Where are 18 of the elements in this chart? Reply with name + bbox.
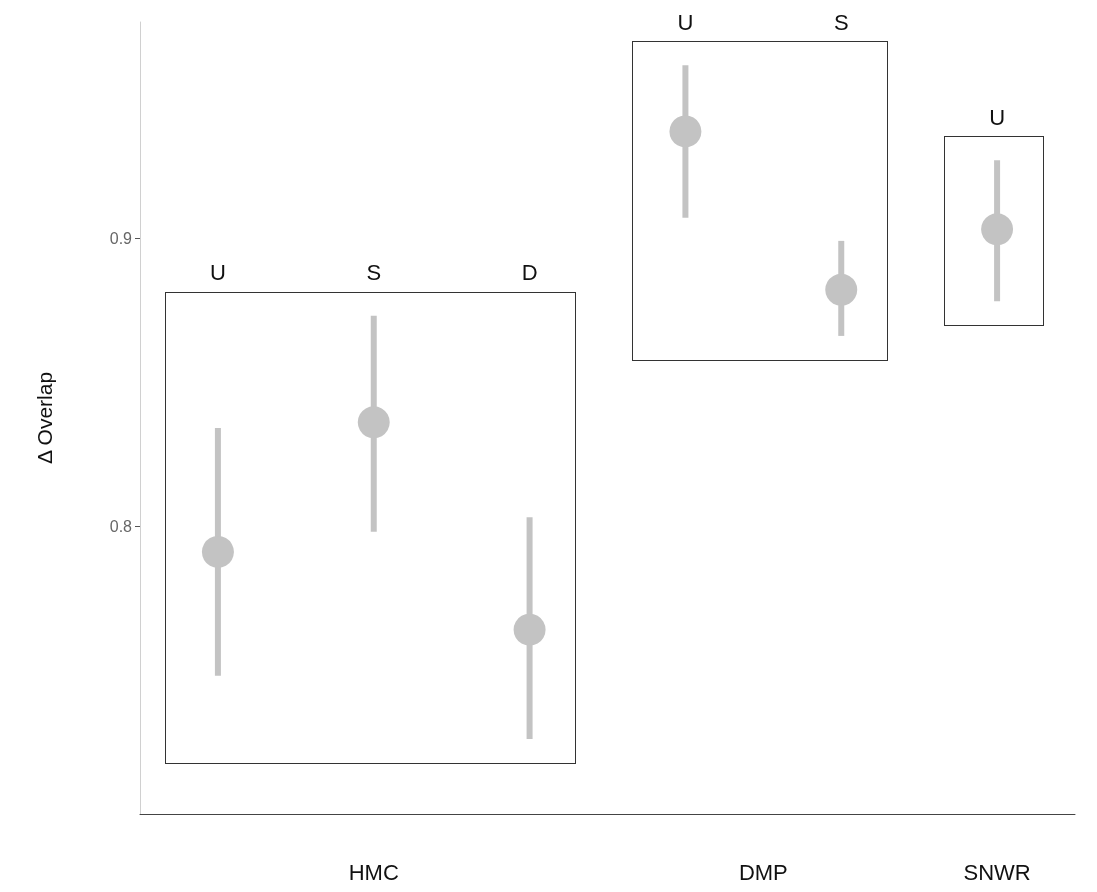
x-tick-label: S bbox=[366, 260, 382, 286]
point bbox=[825, 273, 858, 306]
x-tick-label: S bbox=[833, 9, 849, 35]
point bbox=[513, 613, 546, 646]
x-tick-label: U bbox=[677, 9, 694, 35]
point bbox=[357, 406, 390, 439]
text: DMP bbox=[738, 859, 788, 885]
x-tick-label: U bbox=[989, 104, 1006, 130]
point bbox=[201, 535, 234, 568]
y-tick-label: 0.9 bbox=[109, 229, 133, 247]
point bbox=[981, 213, 1014, 246]
point bbox=[669, 115, 702, 148]
x-tick-label: D bbox=[521, 260, 538, 286]
y-axis-title: Δ Overlap bbox=[33, 371, 56, 465]
text: HMC bbox=[348, 859, 399, 885]
y-tick-label: 0.8 bbox=[109, 517, 133, 535]
x-tick-label: U bbox=[209, 260, 226, 286]
text: SNWR bbox=[963, 859, 1031, 885]
